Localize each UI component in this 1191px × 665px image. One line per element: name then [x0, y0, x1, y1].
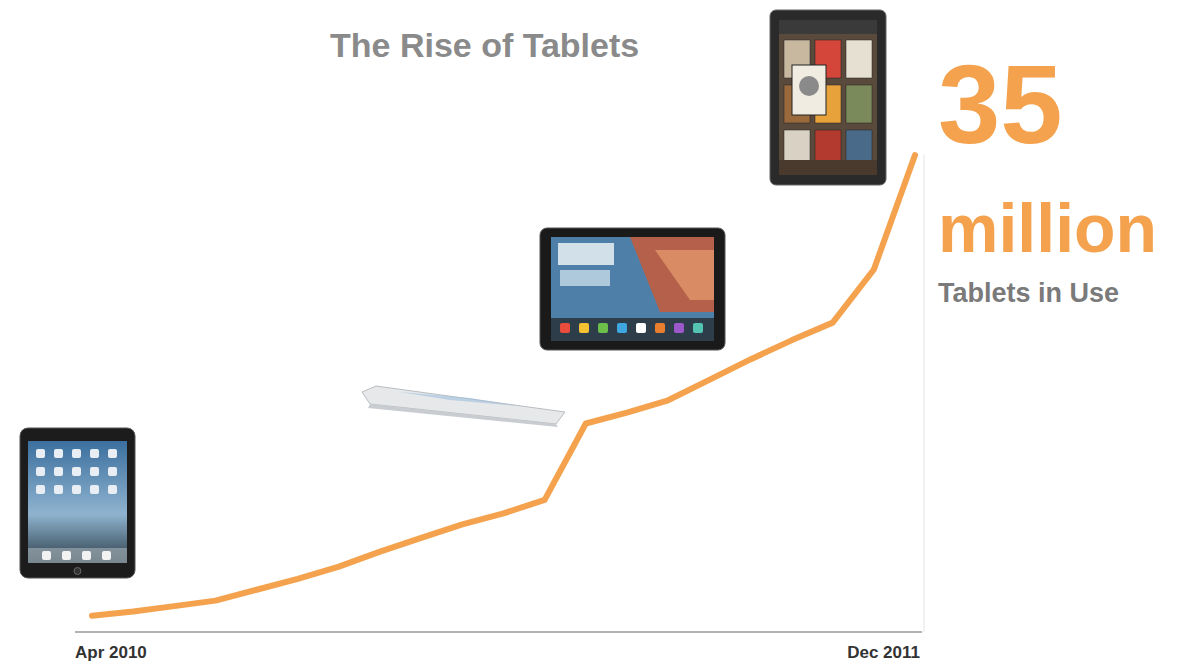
x-tick-label: Apr 2010	[75, 643, 147, 662]
device-icons	[20, 10, 886, 578]
plot-area	[92, 155, 915, 616]
y-range-line	[924, 155, 925, 632]
axes: Apr 2010 Dec 2011	[75, 155, 924, 662]
icon-galaxy-tab	[540, 228, 725, 350]
annotation: million	[938, 190, 1157, 266]
chart-container: Apr 2010 Dec 2011 The Rise of Tablets 35 mil…	[0, 0, 1191, 665]
x-axis-line	[75, 631, 922, 633]
data-line	[92, 155, 915, 616]
chart-svg: Apr 2010 Dec 2011 The Rise of Tablets 35 mil…	[0, 0, 1191, 665]
annotation: 35	[938, 42, 1063, 167]
chart-title: The Rise of Tablets	[330, 26, 639, 64]
annotation: Tablets in Use	[938, 278, 1119, 308]
x-tick-label: Dec 2011	[847, 643, 920, 662]
icon-kindle-fire	[770, 10, 886, 185]
icon-ipad2	[362, 386, 565, 427]
icon-ipad	[20, 428, 135, 578]
